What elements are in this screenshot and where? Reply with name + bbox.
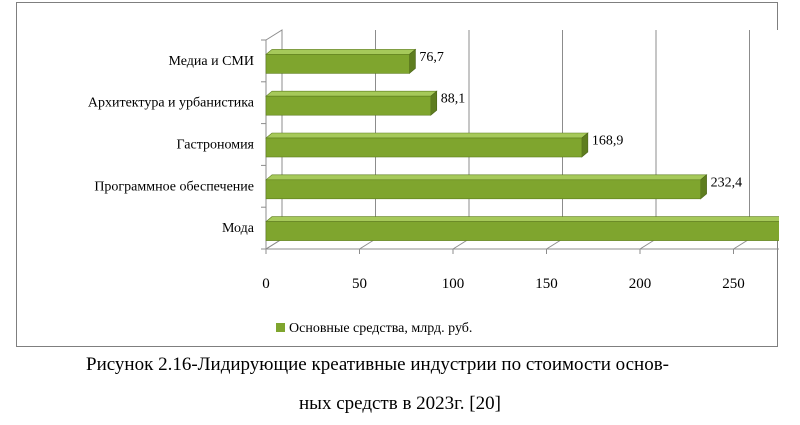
x-tick-label: 250 [722,276,745,292]
category-label: Медиа и СМИ [168,54,254,69]
category-label: Архитектура и урбанистика [88,96,255,111]
bar [265,179,701,200]
x-tick-label: 0 [262,276,270,292]
bar-top-face [265,174,708,181]
x-tick-label: 100 [442,276,465,292]
figure-caption-line-1: Рисунок 2.16-Лидирующие креативные индус… [86,354,670,375]
category-label: Программное обеспечение [94,179,254,194]
legend-swatch [276,323,285,332]
x-tick-label: 150 [535,276,558,292]
category-label: Мода [222,221,255,236]
bar [265,54,410,74]
x-tick-label: 50 [352,276,367,292]
data-label: 76,7 [419,50,444,65]
bar [265,137,583,158]
x-tick-label: 200 [629,276,652,292]
bar-top-face [265,49,417,55]
bar-top-face [265,132,589,139]
bar-top-face [265,216,779,222]
data-label: 88,1 [441,92,466,107]
data-label: 168,9 [592,134,624,149]
bar [265,95,432,116]
data-label: 232,4 [711,175,743,190]
bar [265,221,779,241]
category-label: Гастрономия [177,138,255,153]
figure-caption-line-2: ных средств в 2023г. [20] [299,393,501,414]
legend-label: Основные средства, млрд. руб. [289,321,472,336]
bar-top-face [265,90,438,97]
